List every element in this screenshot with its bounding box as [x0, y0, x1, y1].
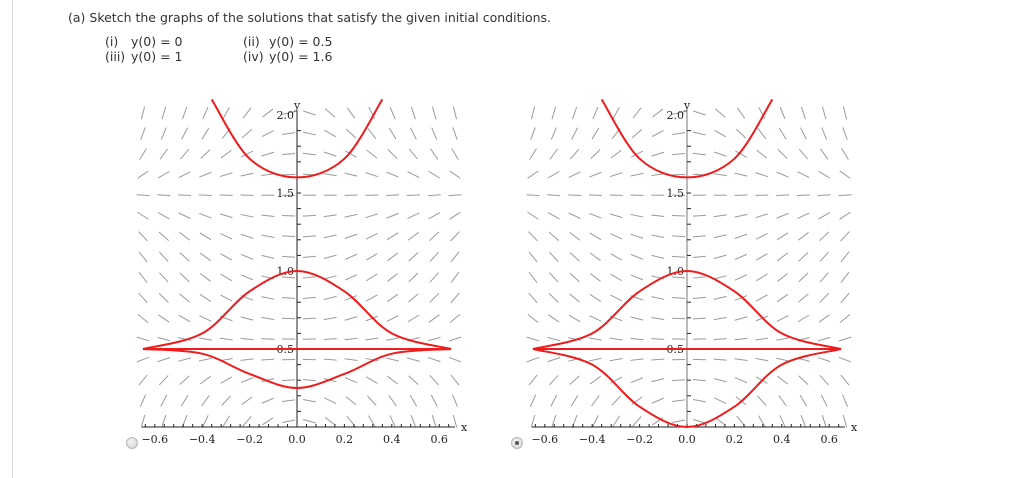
svg-text:0.4: 0.4 [383, 433, 401, 446]
tick-labels: −0.6 −0.4 −0.2 0.0 0.2 0.4 0.60.51.01.52.0 [531, 109, 838, 446]
solution-curves [142, 98, 452, 390]
x-axis-label: x [461, 421, 468, 434]
svg-text:−0.6: −0.6 [141, 433, 168, 446]
condition-ii: (ii) y(0) = 0.5 [243, 34, 332, 49]
solution-curve [532, 269, 842, 350]
graph-option-a: −0.6 −0.4 −0.2 0.0 0.2 0.4 0.60.51.01.52.0xy [136, 98, 468, 446]
svg-text:1.5: 1.5 [667, 187, 685, 200]
condition-number: (ii) [243, 34, 260, 49]
left-border-rule [12, 0, 13, 478]
condition-iii: (iii) y(0) = 1 [105, 49, 182, 64]
y-axis-label: y [683, 99, 691, 112]
solution-curve [600, 98, 774, 179]
slope-field [136, 106, 462, 428]
axes [532, 110, 845, 428]
solution-curve [210, 98, 384, 179]
question-text: (a) Sketch the graphs of the solutions t… [68, 10, 552, 25]
x-axis-label: x [851, 421, 858, 434]
solution-curve [142, 348, 452, 390]
condition-expr: y(0) = 1.6 [269, 49, 333, 64]
condition-expr: y(0) = 0.5 [269, 34, 333, 49]
svg-text:−0.2: −0.2 [236, 433, 263, 446]
svg-text:2.0: 2.0 [667, 109, 685, 122]
radio-option-b[interactable] [511, 437, 523, 449]
condition-number: (i) [105, 34, 119, 49]
solution-curve [532, 348, 842, 429]
svg-text:2.0: 2.0 [277, 109, 295, 122]
svg-text:0.0: 0.0 [678, 433, 696, 446]
condition-number: (iv) [243, 49, 264, 64]
svg-text:−0.2: −0.2 [626, 433, 653, 446]
condition-expr: y(0) = 0 [131, 34, 183, 49]
svg-text:0.2: 0.2 [336, 433, 354, 446]
solution-curve [142, 269, 452, 350]
condition-number: (iii) [105, 49, 126, 64]
svg-text:−0.6: −0.6 [531, 433, 558, 446]
svg-text:1.5: 1.5 [277, 187, 295, 200]
y-axis-label: y [293, 99, 301, 112]
svg-text:0.2: 0.2 [726, 433, 744, 446]
solution-curves [532, 98, 842, 429]
condition-i: (i) y(0) = 0 [105, 34, 182, 49]
svg-text:0.6: 0.6 [820, 433, 838, 446]
condition-iv: (iv) y(0) = 1.6 [243, 49, 332, 64]
condition-expr: y(0) = 1 [131, 49, 183, 64]
svg-text:0.4: 0.4 [773, 433, 791, 446]
svg-text:0.6: 0.6 [430, 433, 448, 446]
tick-labels: −0.6 −0.4 −0.2 0.0 0.2 0.4 0.60.51.01.52.0 [141, 109, 448, 446]
svg-text:0.0: 0.0 [288, 433, 306, 446]
svg-text:−0.4: −0.4 [189, 433, 216, 446]
svg-text:−0.4: −0.4 [579, 433, 606, 446]
slope-field [526, 106, 852, 428]
radio-option-a[interactable] [126, 437, 138, 449]
